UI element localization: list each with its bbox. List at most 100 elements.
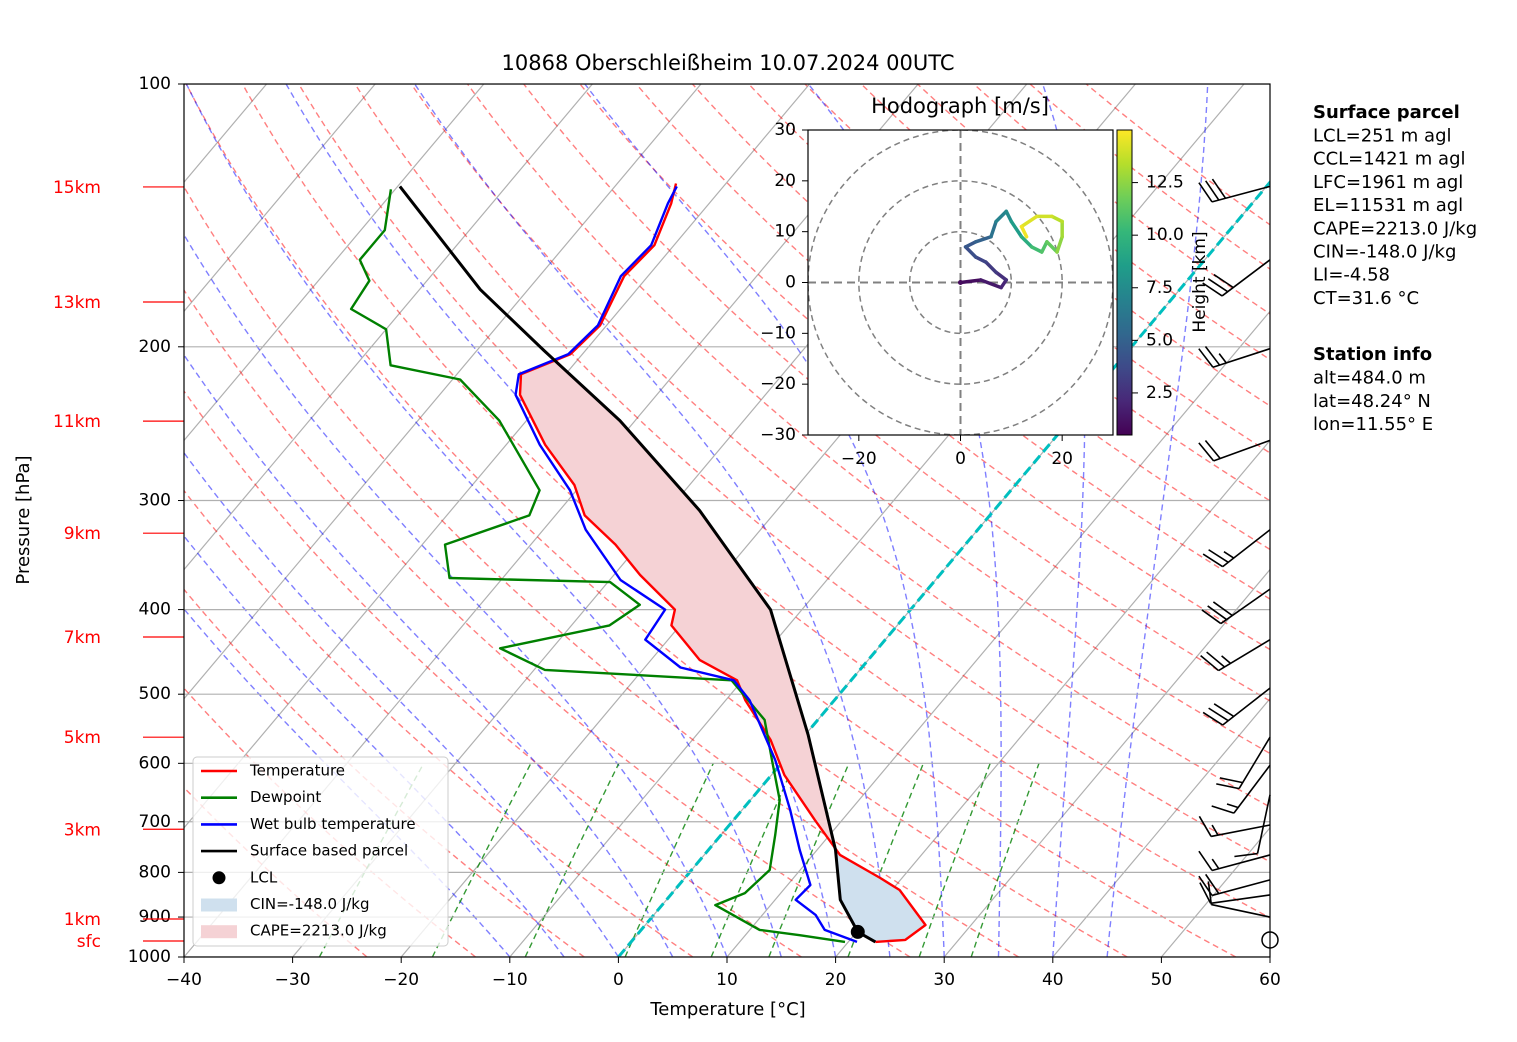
legend-label: CIN=-148.0 J/kg [250,895,370,913]
barb-full [1198,850,1213,871]
cin-area [834,846,926,942]
isotherm [184,84,485,442]
hodo-x-tick-label: −20 [841,449,877,469]
barb-staff [1218,638,1271,672]
hodo-x-tick-label: 0 [955,449,966,469]
y-tick-label: 700 [139,812,171,832]
barb-full [1213,273,1234,289]
barb-staff [1210,824,1271,838]
barb-full [1207,278,1229,293]
barb-full [1208,549,1229,564]
dry-adiabat [523,84,1270,702]
x-tick-label: 10 [716,970,738,990]
legend-label: Surface based parcel [250,842,408,860]
colorbar [1116,129,1133,436]
legend-swatch [212,871,226,885]
wind-barb [1202,687,1271,726]
hodo-segment [989,219,998,239]
height-label: 11km [53,412,101,432]
freezing-isotherm [617,179,1270,957]
chart-title: 10868 Oberschleißheim 10.07.2024 00UTC [502,51,955,75]
barb-full [1198,815,1212,837]
x-axis-label: Temperature [°C] [649,999,805,1020]
wind-barb [1199,882,1271,905]
hodo-segment [979,278,1003,290]
y-tick-label: 200 [139,337,171,357]
dry-adiabat [1029,84,1270,270]
dry-adiabat [466,84,1270,755]
barb-full [1205,180,1220,201]
info-line: CT=31.6 °C [1313,288,1419,309]
dry-adiabat [973,84,1270,315]
barb-full [1234,852,1258,858]
dry-adiabat [298,84,1270,919]
barb-full [1199,882,1212,904]
barb-staff [1221,259,1271,297]
moist-adiabat [184,451,619,957]
mixing-ratio-line [710,763,796,957]
lcl-marker [850,924,865,939]
dry-adiabat [184,389,802,957]
wind-barb [1198,439,1271,462]
profile-line [518,183,927,944]
cape-area [520,361,835,847]
barb-full [1200,655,1220,672]
legend-label: Wet bulb temperature [250,815,416,833]
barb-staff [1213,439,1271,462]
hodograph-plot [808,130,1113,435]
dry-adiabat [410,84,1270,808]
height-label: 13km [53,293,101,313]
legend-label: LCL [250,868,278,886]
profile-line [398,185,877,944]
barb-staff [1222,687,1271,726]
height-label: 1km [64,910,101,930]
info-line: EL=11531 m agl [1313,195,1463,216]
profile-line [349,189,846,944]
height-label: 9km [64,524,101,544]
barb-half [1226,803,1239,809]
hodo-segment [1019,214,1039,229]
hodo-segment [1040,240,1049,254]
wind-barb [1202,529,1271,568]
barb-full [1213,703,1235,718]
dry-adiabat [184,489,694,957]
hodo-y-tick-label: 10 [774,222,796,242]
isotherm [726,310,1270,957]
hodo-segment [994,209,1008,224]
moist-adiabat [1042,84,1086,957]
x-tick-label: −10 [492,970,528,990]
barb-staff [1233,764,1271,814]
hodo-y-tick-label: −20 [760,374,796,394]
y-tick-label: 300 [139,491,171,511]
hodo-segment [1050,214,1064,224]
barb-full [1207,605,1228,621]
x-tick-label: 20 [825,970,847,990]
info-line: LCL=251 m agl [1313,126,1452,147]
wind-barb [1211,764,1271,814]
barb-staff [1212,347,1271,368]
mixing-ratio-line [624,763,714,957]
moist-adiabat [1106,84,1209,957]
x-tick-label: 40 [1042,970,1064,990]
y-tick-label: 900 [139,907,171,927]
y-tick-label: 600 [139,753,171,773]
hodo-segment [984,260,998,275]
info-line: LI=-4.58 [1313,265,1390,286]
info-line: alt=484.0 m [1313,368,1426,389]
barb-full [1198,442,1215,462]
hodo-y-tick-label: 20 [774,171,796,191]
height-label: 3km [64,820,101,840]
mixing-ratio-line [768,763,850,957]
info-title: Surface parcel [1313,102,1460,123]
wind-barb [1198,346,1271,368]
y-tick-label: 800 [139,862,171,882]
colorbar-tick-label: 10.0 [1146,225,1184,245]
hodo-x-tick-label: 20 [1051,449,1073,469]
wind-barb [1216,736,1271,790]
hodo-segment [1019,224,1029,239]
hodo-segment [994,270,1008,282]
isotherm [184,84,376,313]
y-tick-label: 1000 [128,947,171,967]
wind-barb [1198,850,1271,872]
